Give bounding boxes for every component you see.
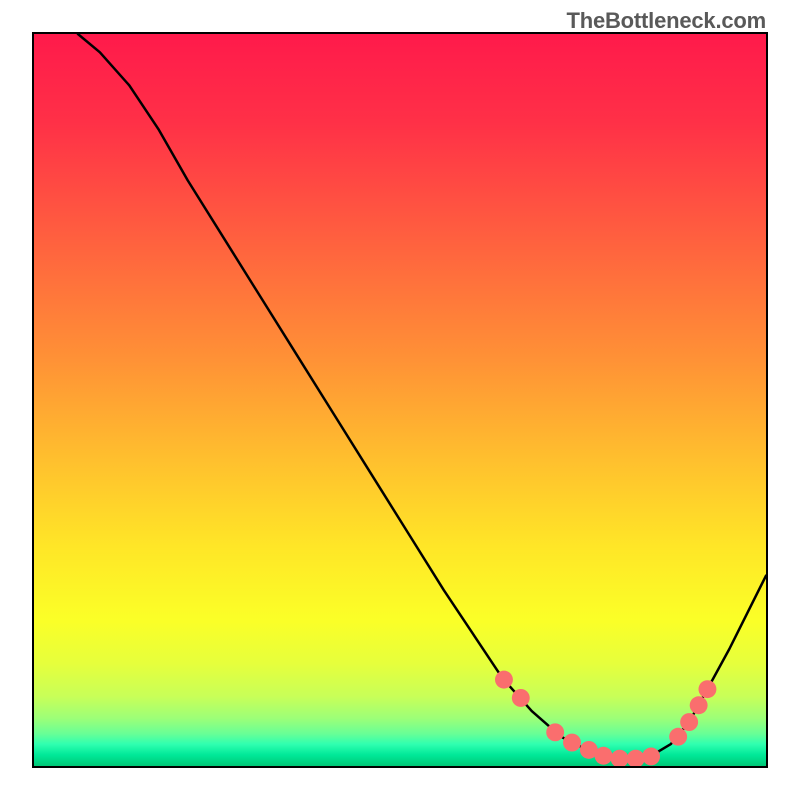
curve-marker <box>546 723 564 741</box>
curve-marker <box>512 689 530 707</box>
curve-marker <box>669 728 687 746</box>
chart-container: TheBottleneck.com <box>0 0 800 800</box>
curve-marker <box>595 747 613 765</box>
curve-marker <box>563 734 581 752</box>
curve-marker <box>611 750 629 766</box>
bottleneck-curve <box>78 34 766 759</box>
curve-marker <box>642 748 660 766</box>
curve-marker <box>680 713 698 731</box>
curve-marker <box>627 750 645 766</box>
plot-area <box>32 32 768 768</box>
curve-marker <box>495 671 513 689</box>
curve-marker <box>690 696 708 714</box>
watermark-text: TheBottleneck.com <box>566 8 766 34</box>
curve-marker <box>698 680 716 698</box>
chart-overlay <box>34 34 766 766</box>
